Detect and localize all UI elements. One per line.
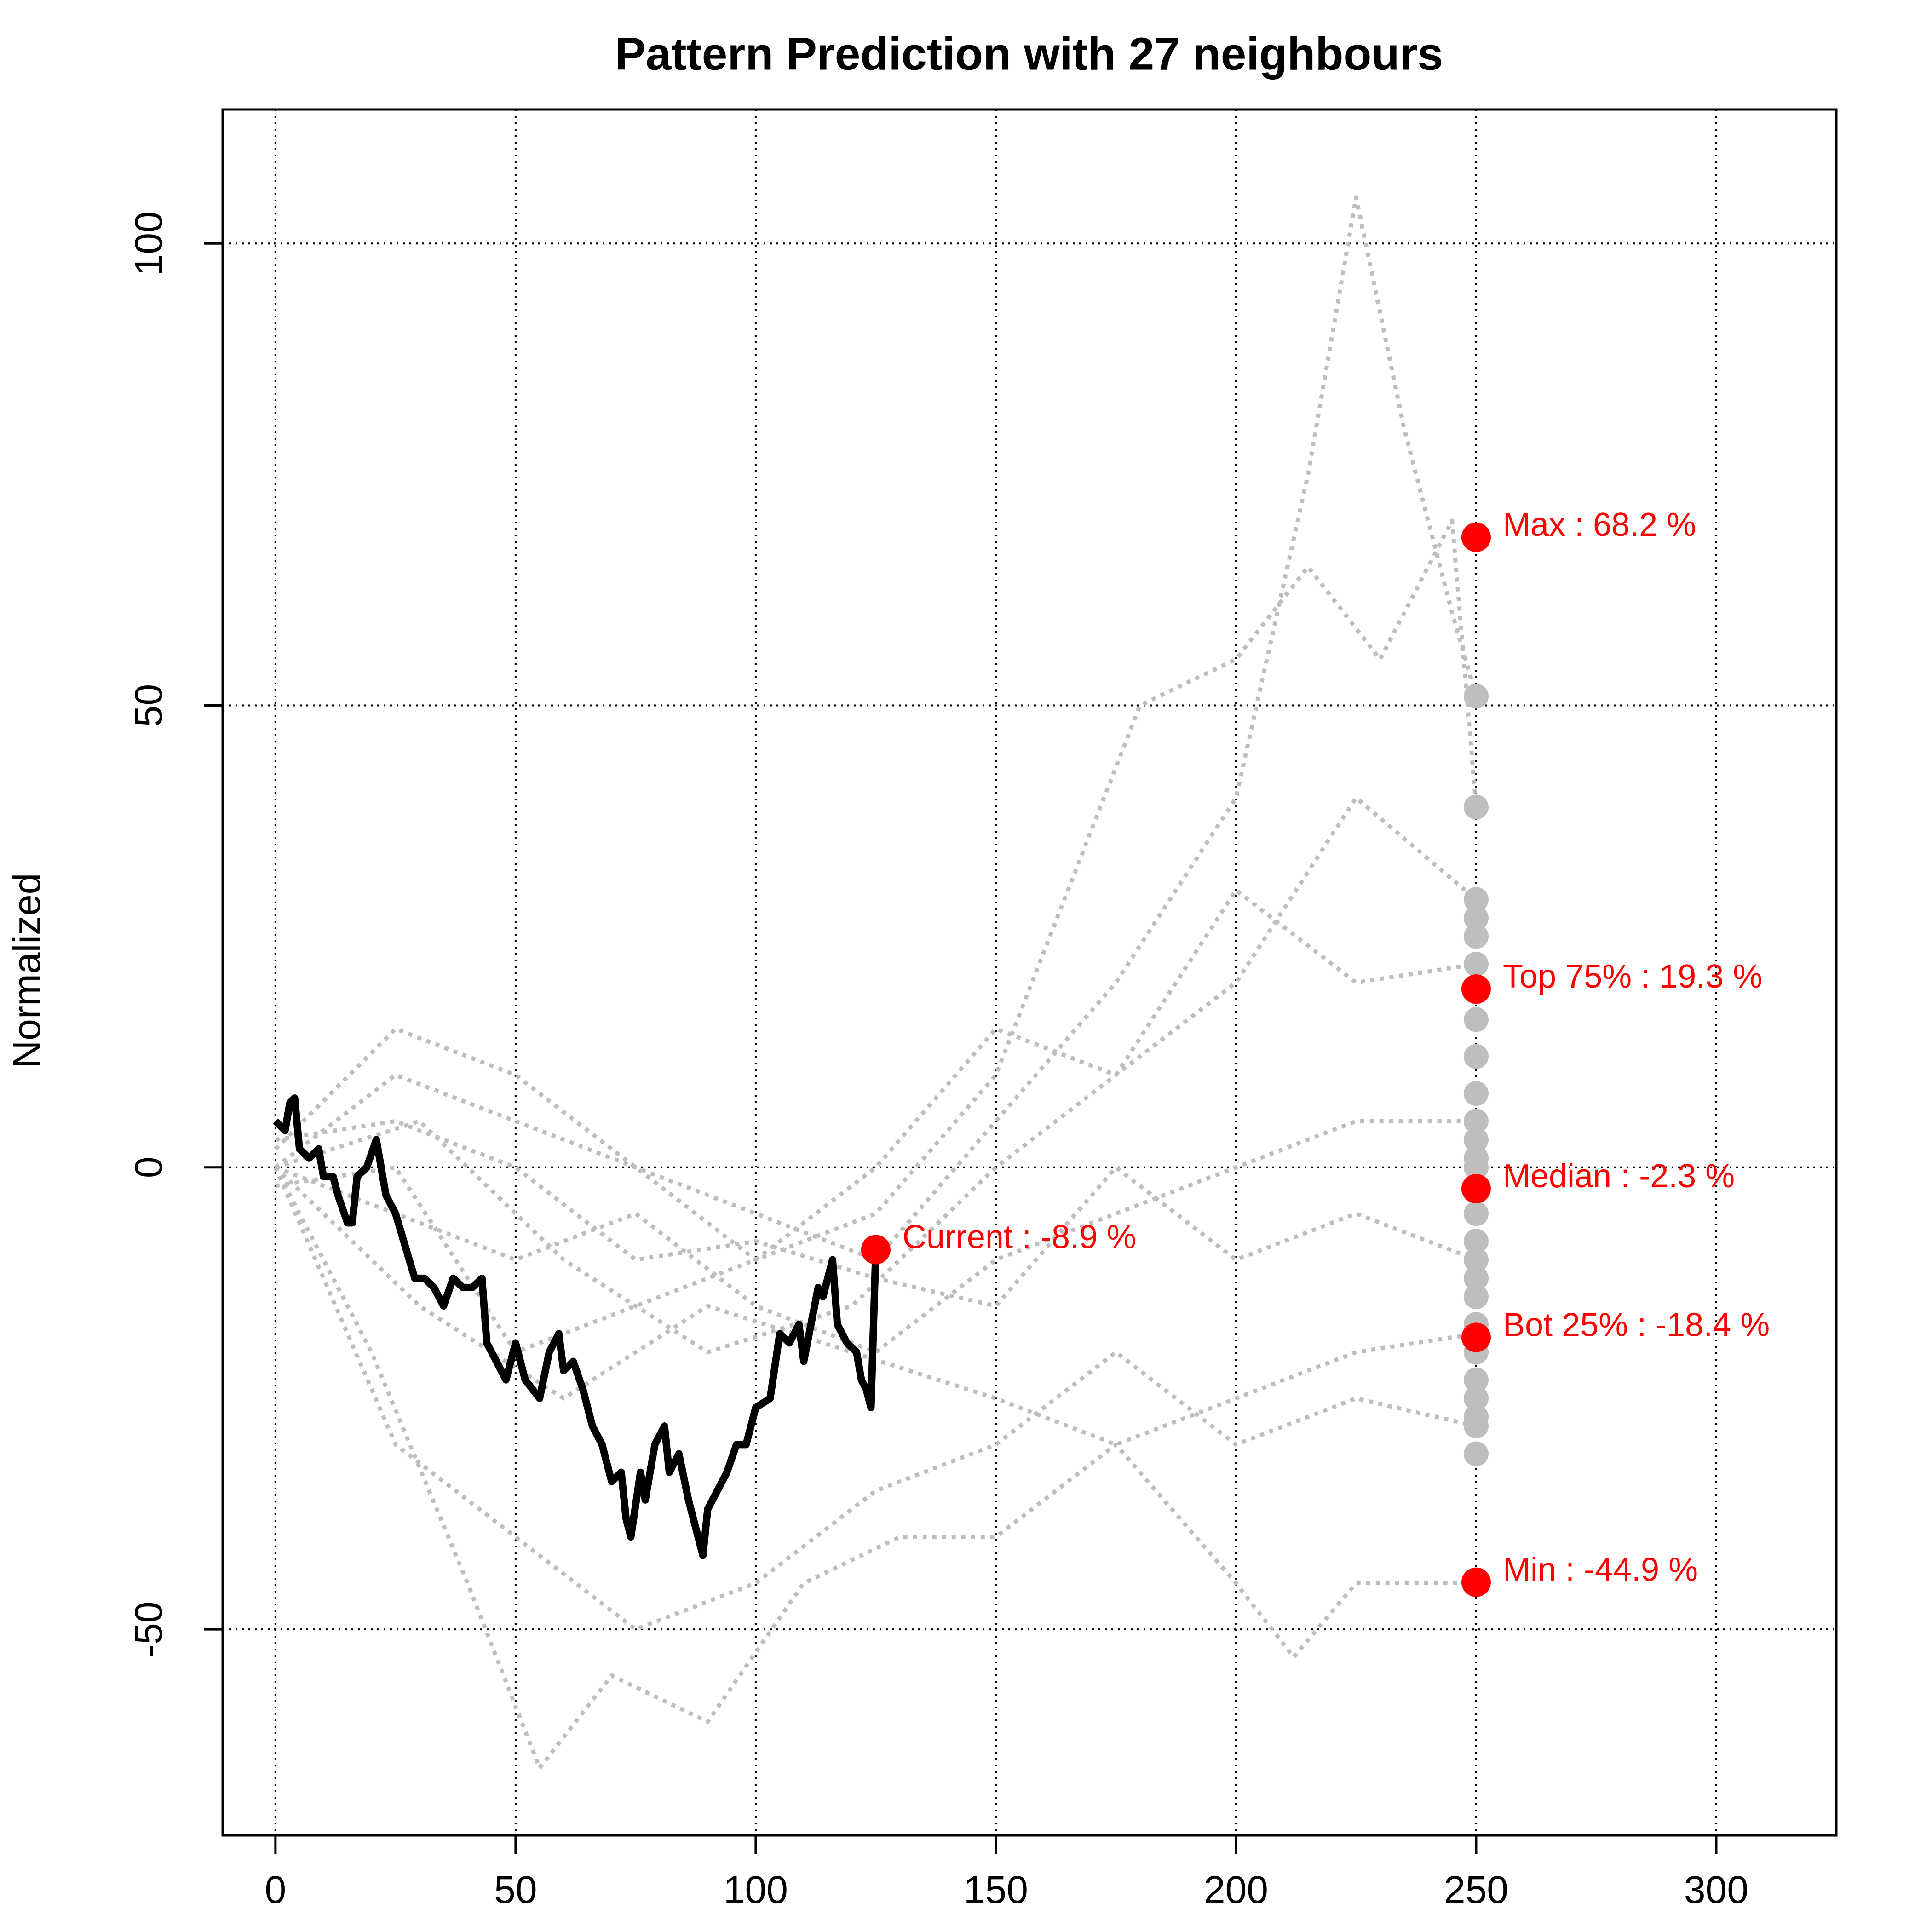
neighbour-end-point <box>1463 1284 1489 1310</box>
neighbour-end-point <box>1463 1127 1489 1152</box>
neighbour-end-point <box>1463 905 1489 931</box>
x-tick-label: 300 <box>1684 1868 1748 1911</box>
y-tick-label: 0 <box>127 1156 170 1178</box>
summary-point <box>861 1235 891 1265</box>
neighbour-end-point <box>1463 887 1489 912</box>
y-tick-label: 50 <box>127 684 170 727</box>
summary-label: Max : 68.2 % <box>1503 506 1696 543</box>
neighbour-end-point <box>1463 684 1489 709</box>
y-tick-label: 100 <box>127 211 170 276</box>
neighbour-end-point <box>1463 1414 1489 1439</box>
neighbour-end-point <box>1463 1441 1489 1466</box>
neighbour-line <box>275 888 1477 1355</box>
summary-label: Bot 25% : -18.4 % <box>1503 1306 1770 1343</box>
neighbour-end-point <box>1463 924 1489 949</box>
neighbour-end-point <box>1463 1155 1489 1180</box>
x-tick-label: 0 <box>264 1868 286 1911</box>
neighbour-end-point <box>1463 794 1489 820</box>
x-tick-label: 200 <box>1204 1868 1268 1911</box>
neighbour-end-point <box>1463 1265 1489 1291</box>
neighbour-line <box>274 195 1478 1262</box>
summary-point <box>1461 522 1491 552</box>
plot-frame <box>221 108 1838 1837</box>
summary-label: Current : -8.9 % <box>903 1219 1136 1256</box>
summary-label: Top 75% : 19.3 % <box>1503 958 1762 995</box>
neighbour-line <box>273 1166 1477 1770</box>
summary-label: Median : -2.3 % <box>1503 1158 1735 1195</box>
neighbour-end-point <box>1463 1386 1489 1411</box>
neighbour-end-point <box>1463 1247 1489 1272</box>
neighbour-end-point <box>1463 1229 1489 1254</box>
summary-point <box>1461 974 1491 1004</box>
x-tick-label: 250 <box>1444 1868 1508 1911</box>
y-tick-label: -50 <box>127 1601 170 1657</box>
summary-point <box>1461 1322 1491 1352</box>
neighbour-line <box>275 1119 1476 1355</box>
summary-point <box>1461 1174 1491 1204</box>
x-tick-label: 50 <box>494 1868 537 1911</box>
y-axis-label: Normalized <box>5 873 48 1069</box>
x-tick-label: 150 <box>964 1868 1028 1911</box>
summary-point <box>1461 1567 1491 1597</box>
neighbour-end-point <box>1463 1201 1489 1226</box>
neighbour-line <box>275 795 1478 1355</box>
current-line <box>273 1094 880 1559</box>
neighbour-end-point <box>1463 1081 1489 1106</box>
x-tick-label: 100 <box>724 1868 788 1911</box>
neighbour-end-point <box>1463 1367 1489 1392</box>
neighbour-end-point <box>1463 951 1489 977</box>
neighbour-end-point <box>1463 1109 1489 1134</box>
summary-label: Min : -44.9 % <box>1503 1552 1698 1588</box>
neighbour-end-point <box>1463 1044 1489 1069</box>
chart-title: Pattern Prediction with 27 neighbours <box>615 28 1443 80</box>
neighbour-end-point <box>1463 1007 1489 1032</box>
